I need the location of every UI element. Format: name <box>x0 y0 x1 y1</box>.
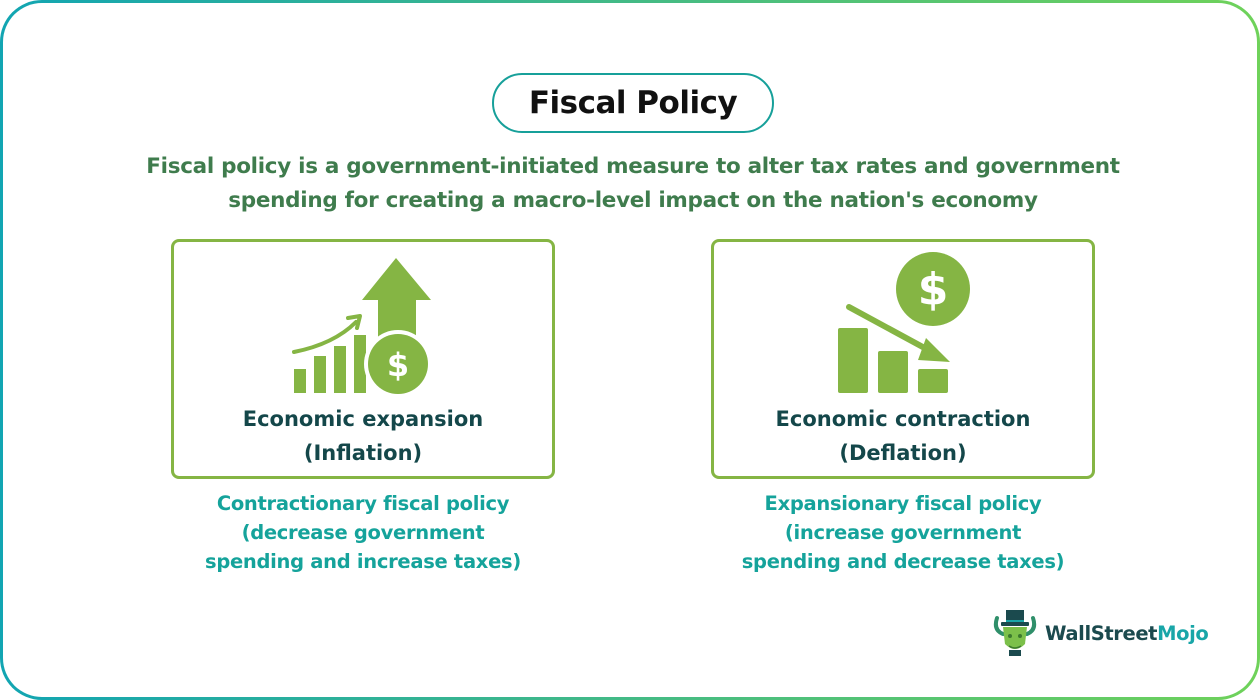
policy-line: Expansionary fiscal policy <box>764 492 1042 515</box>
contractionary-policy-text: Contractionary fiscal policy (decrease g… <box>133 489 593 576</box>
definition-line: Fiscal policy is a government-initiated … <box>146 154 1120 179</box>
card-economic-contraction: $ Economic contraction (Deflation) <box>711 239 1095 479</box>
svg-text:$: $ <box>918 264 949 315</box>
policy-line: spending and decrease taxes) <box>741 550 1065 573</box>
definition-text: Fiscal policy is a government-initiated … <box>63 150 1203 218</box>
svg-text:$: $ <box>387 346 409 384</box>
page-title: Fiscal Policy <box>492 73 774 133</box>
expansionary-policy-text: Expansionary fiscal policy (increase gov… <box>673 489 1133 576</box>
card-label: Economic contraction (Deflation) <box>714 402 1092 470</box>
card-label-line: (Deflation) <box>839 441 967 465</box>
brand-name-dark: WallStreet <box>1045 621 1158 645</box>
policy-line: (increase government <box>784 521 1022 544</box>
card-label-line: Economic contraction <box>775 407 1031 431</box>
policy-line: (decrease government <box>241 521 485 544</box>
page-title-text: Fiscal Policy <box>528 85 738 121</box>
policy-line: Contractionary fiscal policy <box>216 492 510 515</box>
infographic-canvas: Fiscal Policy Fiscal policy is a governm… <box>3 3 1257 697</box>
growth-chart-dollar-up-arrow-icon: $ <box>292 258 432 398</box>
card-economic-expansion: $ Economic expansion (Inflation) <box>171 239 555 479</box>
bull-top-hat-logo-icon <box>993 610 1037 656</box>
brand-logo: WallStreetMojo <box>991 610 1209 656</box>
policy-line: spending and increase taxes) <box>205 550 521 573</box>
card-label-line: Economic expansion <box>242 407 484 431</box>
card-label: Economic expansion (Inflation) <box>174 402 552 470</box>
card-label-line: (Inflation) <box>303 441 423 465</box>
definition-line: spending for creating a macro-level impa… <box>228 188 1038 213</box>
brand-name-accent: Mojo <box>1157 621 1209 645</box>
decline-chart-dollar-down-arrow-icon: $ <box>838 252 970 393</box>
brand-name: WallStreetMojo <box>1045 621 1209 645</box>
